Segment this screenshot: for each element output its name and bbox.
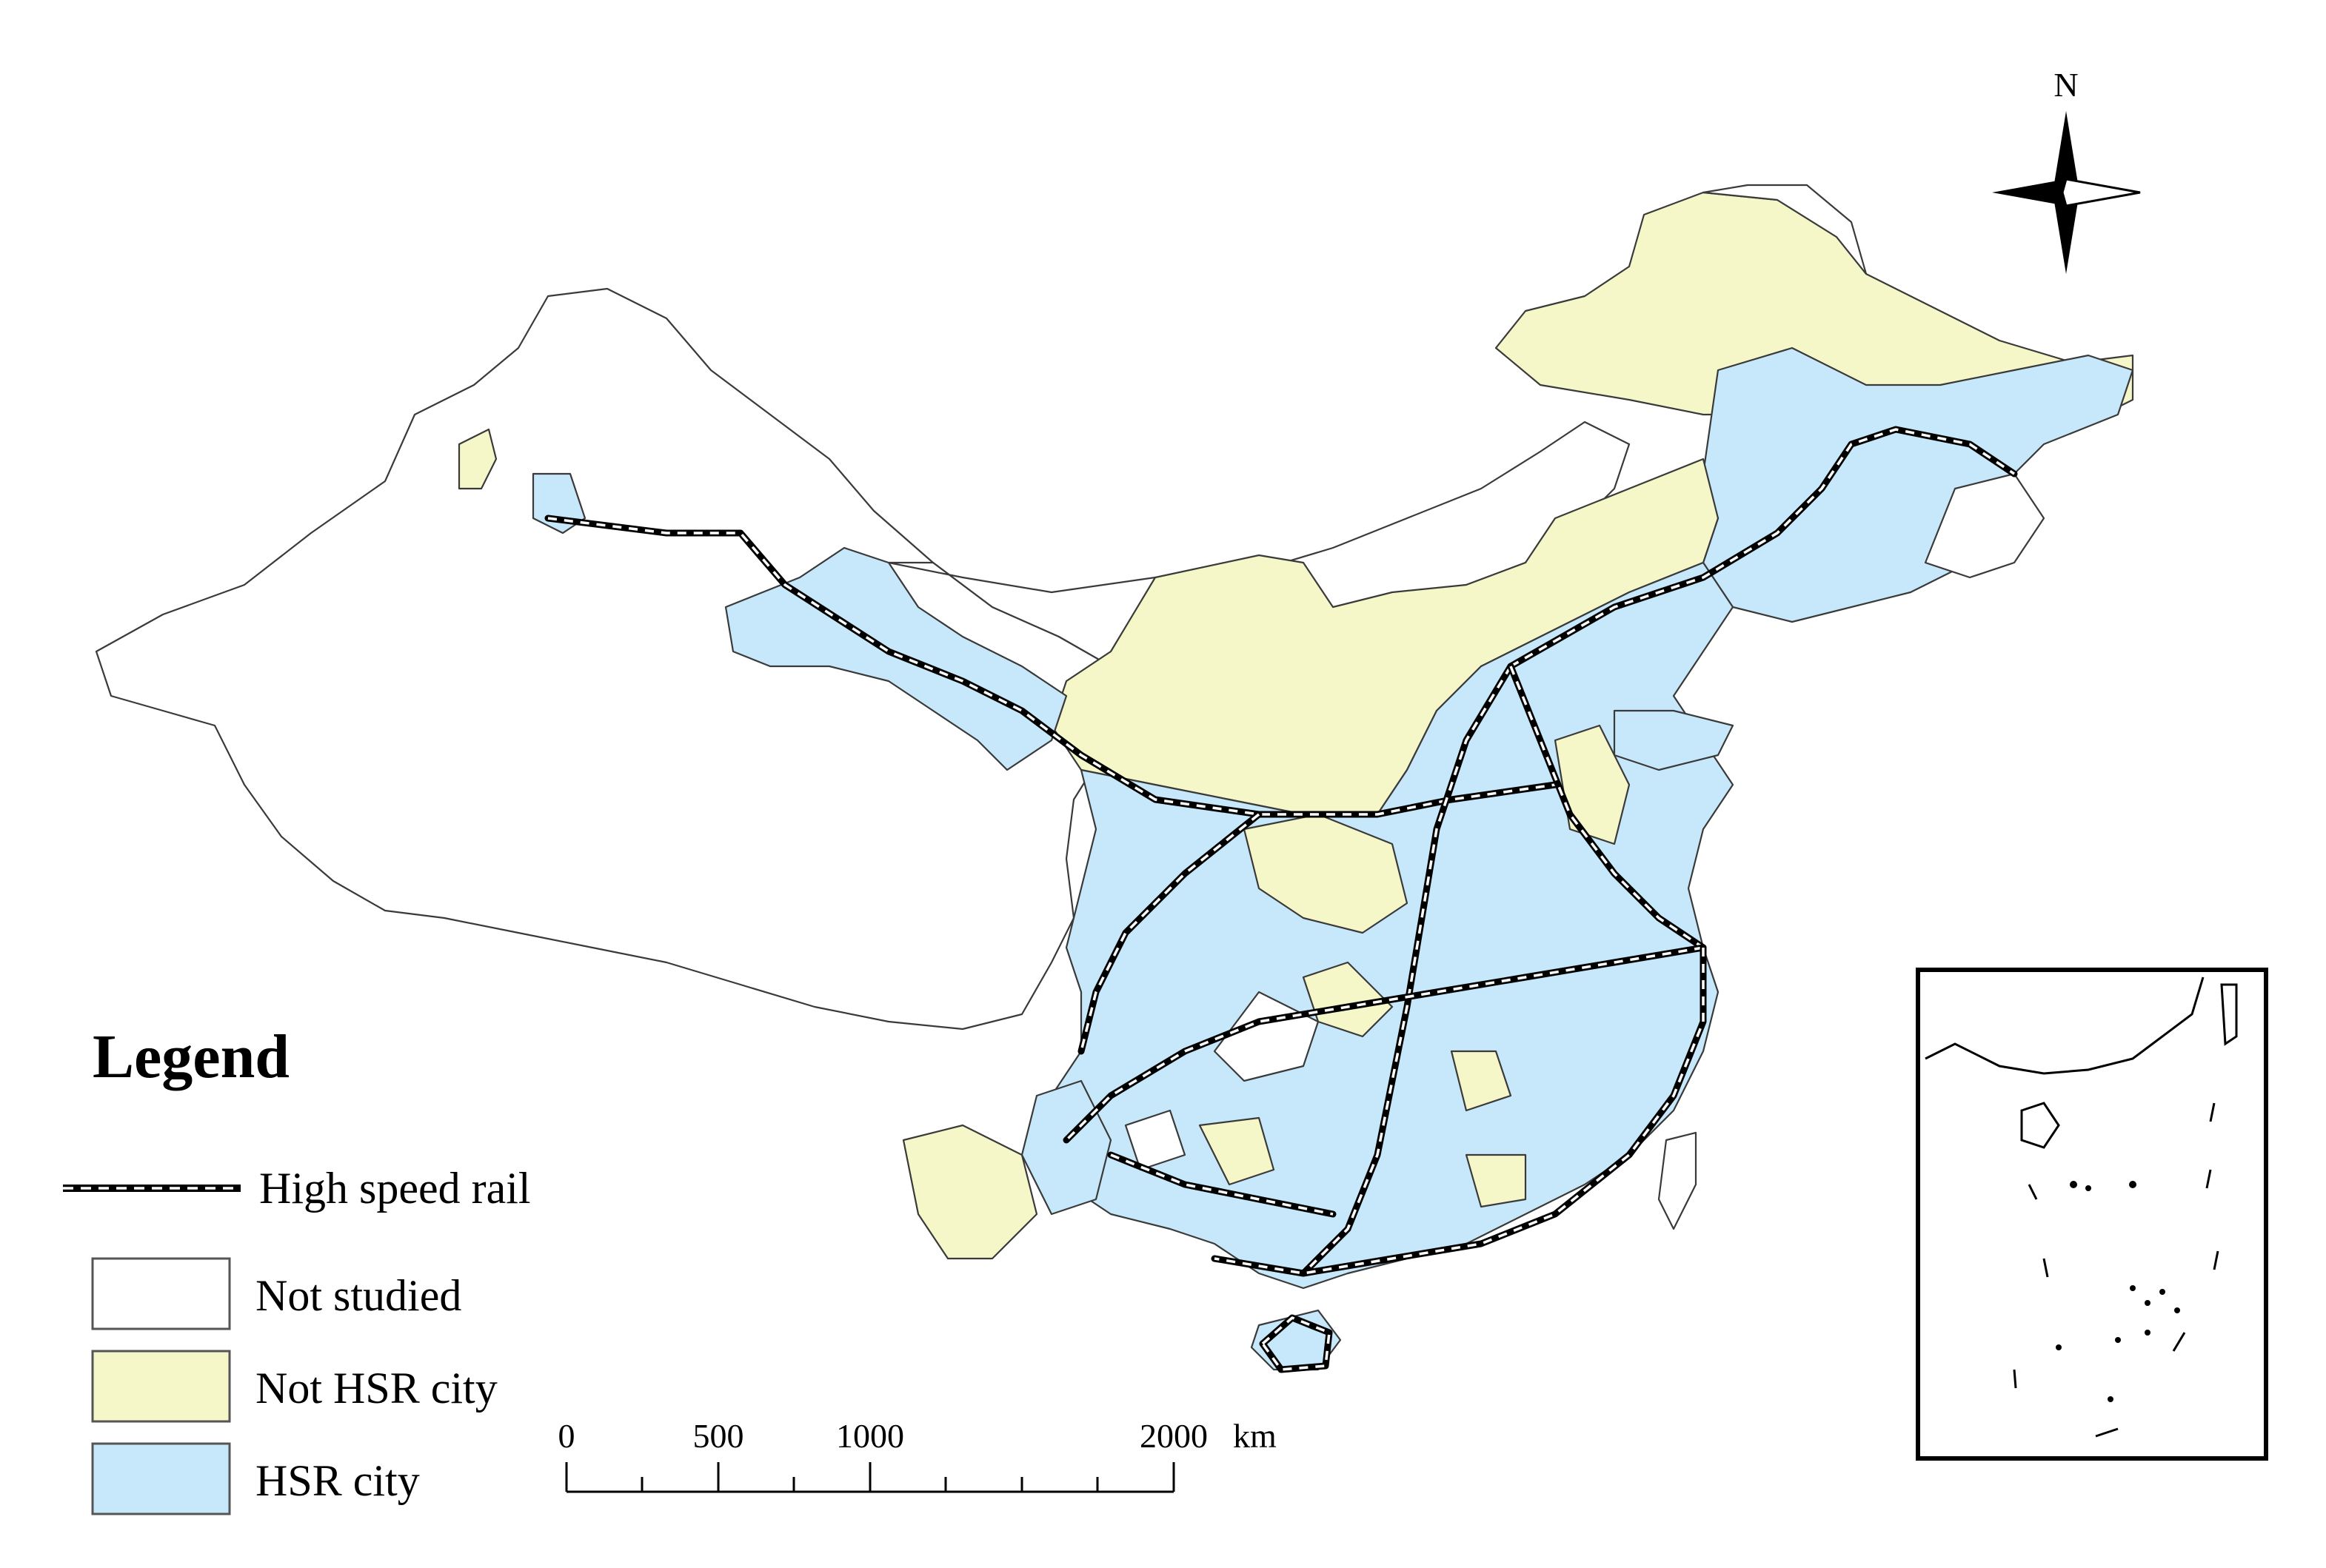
inset-coastline xyxy=(1925,976,2205,1075)
north-arrow-label: N xyxy=(2053,66,2078,104)
region-south-not-hsr-1 xyxy=(1198,1116,1275,1186)
inset-map xyxy=(1916,968,2268,1461)
hsr-line-guangxi-inner xyxy=(1110,1153,1334,1216)
region-south-not-hsr-2 xyxy=(1465,1153,1527,1208)
north-arrow-star-north xyxy=(2053,111,2079,196)
scale-tick-label-500: 500 xyxy=(693,1417,744,1455)
legend-hsr-label: HSR city xyxy=(255,1456,420,1505)
scale-unit-label: km xyxy=(1233,1417,1277,1455)
legend-not-studied-swatch xyxy=(91,1257,231,1330)
inset-map-frame xyxy=(1916,968,2268,1461)
inset-islands xyxy=(2056,1181,2180,1402)
legend-rail-label: High speed rail xyxy=(259,1164,531,1213)
region-yunnan-not-hsr xyxy=(902,1124,1038,1260)
north-arrow-star-south xyxy=(2053,189,2079,274)
north-arrow-star-west xyxy=(1992,179,2070,206)
scale-tick-label-0: 0 xyxy=(558,1417,575,1455)
scale-bar-ticks xyxy=(565,1462,1175,1492)
legend-title: Legend xyxy=(93,1022,290,1091)
hsr-line-coastal-inner xyxy=(1214,948,1705,1275)
region-northeast-tip-not-studied xyxy=(1702,184,1868,275)
legend-not-hsr-swatch xyxy=(91,1350,231,1423)
inset-nine-dash-line xyxy=(2013,1102,2219,1438)
scale-tick-label-1000: 1000 xyxy=(836,1417,904,1455)
legend-hsr-swatch xyxy=(91,1442,231,1515)
inset-taiwan xyxy=(2220,983,2238,1046)
region-taiwan-not-studied xyxy=(1657,1131,1697,1230)
hsr-line-xian-chengdu-inner xyxy=(1080,813,1260,1052)
region-karamay-not-hsr xyxy=(458,428,498,490)
hsr-line-hainan-inner xyxy=(1261,1316,1331,1371)
region-northeast-hsr xyxy=(1702,346,2134,623)
north-arrow-star-east xyxy=(2061,178,2141,207)
hsr-line-beijing-harbin-inner xyxy=(1510,428,2015,668)
legend-not-studied-label: Not studied xyxy=(255,1271,461,1320)
legend: Legend High speed rail Not studied Not H… xyxy=(63,1022,531,1515)
region-south-hole-not-studied xyxy=(1124,1109,1186,1171)
region-central-not-hsr-1 xyxy=(1243,813,1408,934)
hsr-network xyxy=(544,426,2018,1373)
inset-hainan xyxy=(2020,1102,2060,1149)
hsr-line-northwest-inner xyxy=(547,517,1556,816)
hsr-line-beijing-guangzhou-inner xyxy=(1302,666,1512,1275)
region-central-not-hsr-4 xyxy=(1450,1050,1512,1112)
scale-bar: 0 500 1000 2000 km xyxy=(558,1417,1277,1493)
scale-tick-label-2000: 2000 xyxy=(1140,1417,1208,1455)
north-arrow: N xyxy=(1992,66,2141,274)
map-regions xyxy=(95,184,2134,1371)
hsr-line-beijing-shanghai-inner xyxy=(1509,666,1704,949)
region-xinjiang-tibet-not-studied xyxy=(95,287,1112,1031)
hsr-line-shanghai-kunming-inner xyxy=(1065,946,1704,1142)
legend-not-hsr-label: Not HSR city xyxy=(255,1364,498,1413)
